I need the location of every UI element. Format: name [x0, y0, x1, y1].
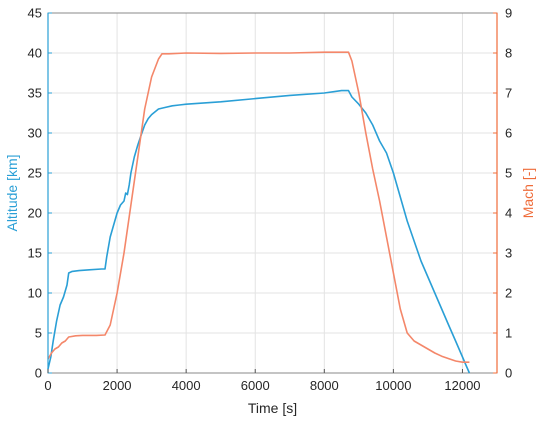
right-y-tick-label: 6	[505, 126, 512, 141]
right-y-tick-label: 7	[505, 86, 512, 101]
left-y-axis-title: Altitude [km]	[4, 154, 20, 231]
x-tick-label: 10000	[375, 378, 411, 393]
x-tick-label: 4000	[172, 378, 201, 393]
x-axis-title: Time [s]	[248, 400, 297, 416]
left-y-tick-label: 25	[28, 166, 42, 181]
altitude-line	[47, 89, 471, 374]
left-y-tick-label: 10	[28, 286, 42, 301]
right-y-tick-label: 9	[505, 6, 512, 21]
right-y-tick-label: 0	[505, 366, 512, 381]
left-y-tick-label: 15	[28, 246, 42, 261]
grid	[47, 12, 497, 374]
right-y-axis-title: Mach [-]	[520, 168, 536, 219]
left-y-tick-label: 35	[28, 86, 42, 101]
left-y-tick-label: 5	[35, 326, 42, 341]
right-y-tick-label: 1	[505, 326, 512, 341]
series-layer	[47, 51, 471, 374]
right-y-axis: 0 1 2 3 4 5 6 7 8 9	[493, 6, 512, 381]
left-y-tick-label: 40	[28, 46, 42, 61]
x-tick-label: 6000	[241, 378, 270, 393]
plot-frame	[47, 12, 498, 374]
right-y-tick-label: 3	[505, 246, 512, 261]
left-y-tick-label: 30	[28, 126, 42, 141]
x-axis: 0 2000 4000 6000 8000 10000 12000	[44, 369, 481, 393]
left-y-tick-label: 20	[28, 206, 42, 221]
left-y-tick-label: 45	[28, 6, 42, 21]
x-tick-label: 12000	[444, 378, 480, 393]
right-y-tick-label: 2	[505, 286, 512, 301]
mach-line	[47, 51, 470, 364]
right-y-tick-label: 8	[505, 46, 512, 61]
right-y-tick-label: 5	[505, 166, 512, 181]
right-y-tick-label: 4	[505, 206, 512, 221]
left-y-tick-label: 0	[35, 366, 42, 381]
x-tick-label: 2000	[103, 378, 132, 393]
left-y-axis: 0 5 10 15 20 25 30 35 40 45	[28, 6, 52, 381]
x-tick-label: 0	[44, 378, 51, 393]
x-tick-label: 8000	[310, 378, 339, 393]
